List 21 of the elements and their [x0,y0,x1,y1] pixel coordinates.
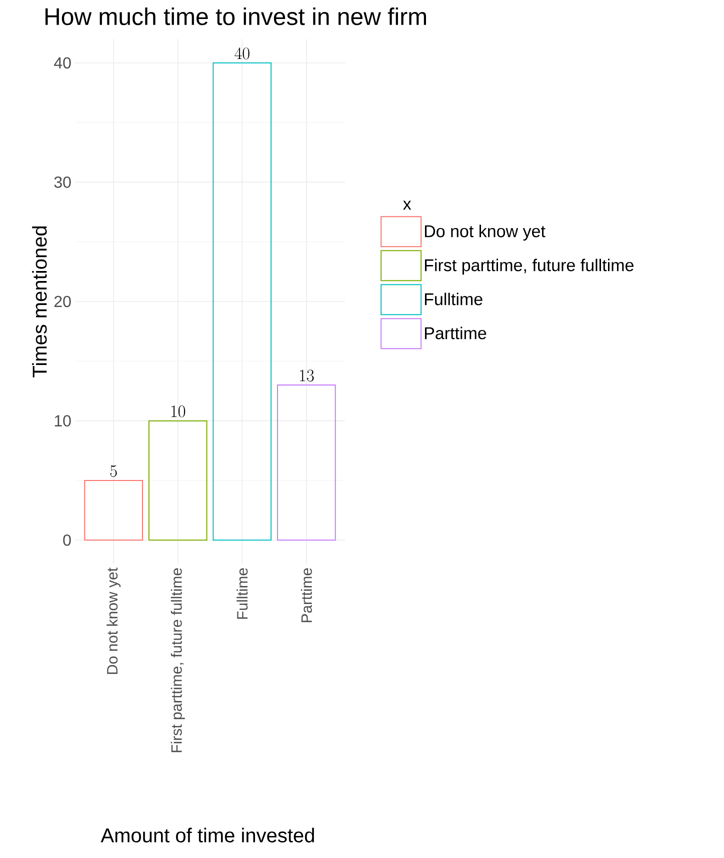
data-label: 13 [300,370,314,382]
x-tick-label: Parttime [300,568,312,622]
x-axis-title: Amount of time invested [100,828,314,842]
x-tick-label: Fulltime [236,568,248,619]
x-tick-label: Do not know yet [106,568,121,674]
y-tick-label: 0 [63,534,71,546]
y-tick-label: 30 [54,176,71,188]
y-tick-label: 40 [54,57,71,69]
data-label: 40 [234,47,250,60]
data-label: 5 [110,465,117,477]
y-tick-label: 20 [54,296,71,308]
y-tick-label: 10 [54,415,71,426]
legend-label: Parttime [424,326,486,340]
data-label: 10 [171,406,186,418]
legend-label: First parttime, future fulltime [424,258,634,275]
legend-label: Do not know yet [424,224,546,241]
legend-label: Fulltime [424,292,482,306]
legend-title: x [403,200,412,210]
x-tick-label: First parttime, future fulltime [170,568,185,752]
y-axis-title: Times mentioned [32,226,47,378]
chart-title: How much time to invest in new firm [46,8,426,26]
